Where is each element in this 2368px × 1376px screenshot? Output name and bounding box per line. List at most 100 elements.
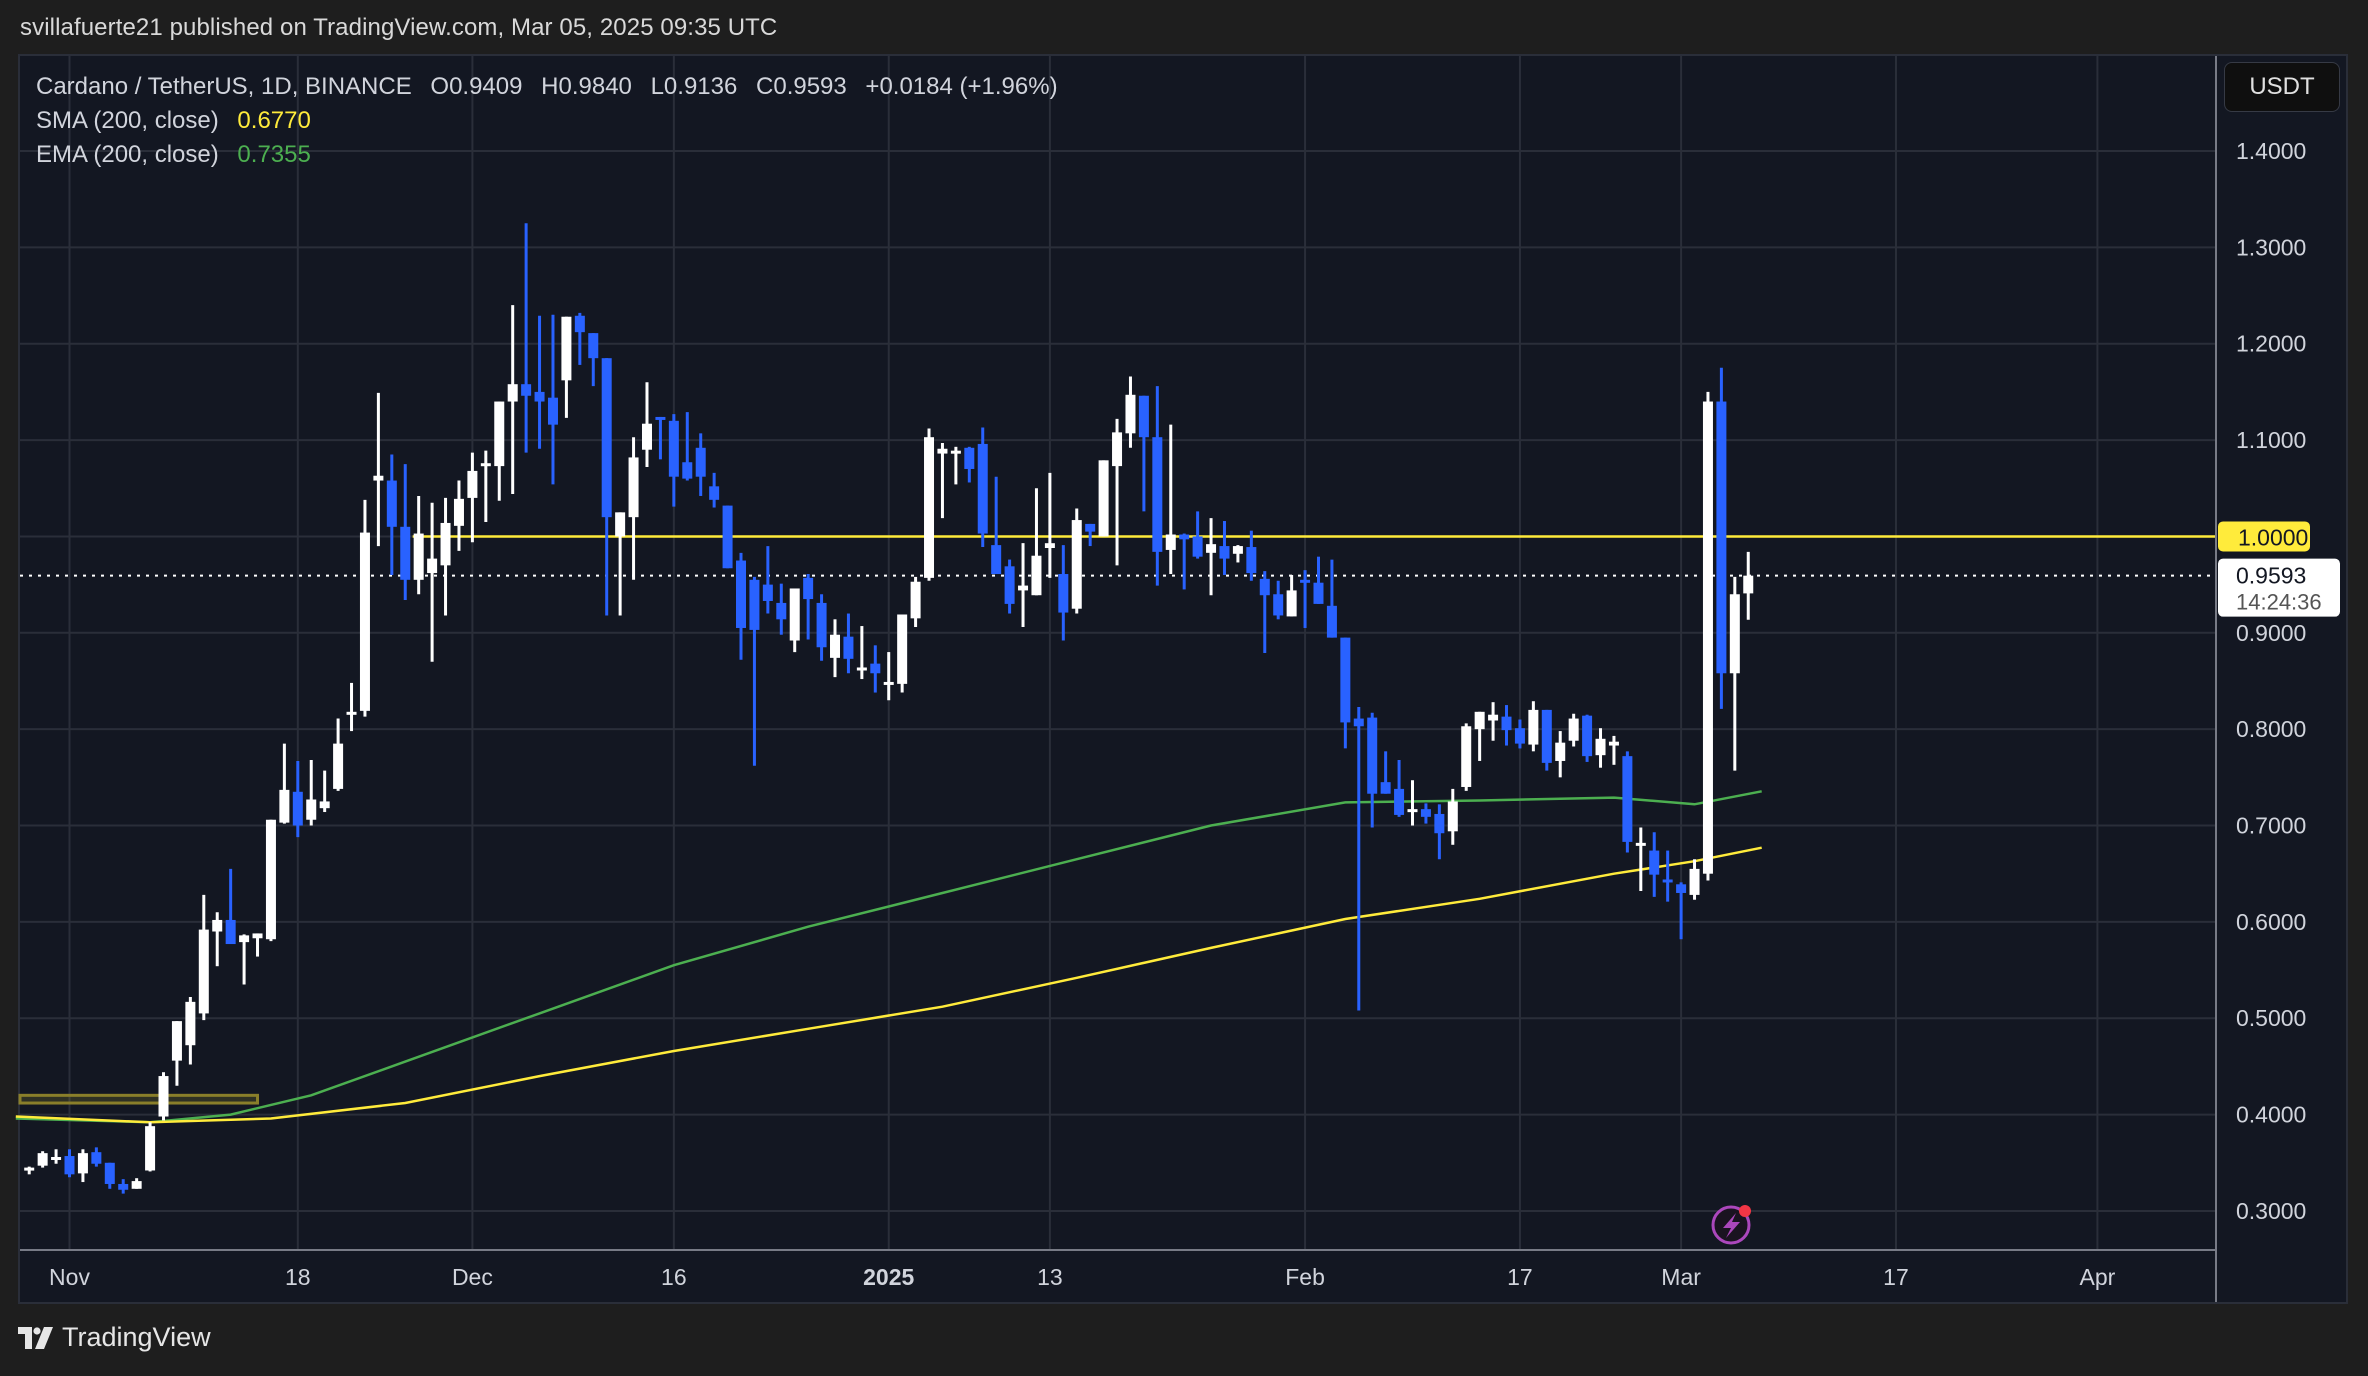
candle-body (37, 1153, 48, 1166)
candle-body (440, 522, 451, 566)
price-tick: 0.5000 (2236, 1005, 2306, 1031)
candle-body (870, 663, 881, 674)
chart-panel[interactable] (18, 54, 2348, 1304)
symbol-title[interactable]: Cardano / TetherUS, 1D, BINANCE (36, 73, 412, 100)
candle-body (265, 819, 276, 940)
candle-body (1420, 809, 1431, 817)
candle-body (1662, 879, 1673, 883)
candle-body (1246, 547, 1257, 574)
candle-body (91, 1152, 102, 1164)
candle-body (1219, 546, 1230, 559)
candle-body (601, 358, 612, 518)
sma-legend-row[interactable]: SMA (200, close) 0.6770 (36, 104, 1058, 138)
lightning-events-icon[interactable] (1711, 1205, 1751, 1245)
change-value: +0.0184 (+1.96%) (865, 73, 1058, 100)
candle-body (239, 935, 250, 943)
candle-body (1568, 718, 1579, 741)
candle-body (51, 1156, 62, 1160)
price-tick: 1.3000 (2236, 234, 2306, 260)
candle-body (682, 462, 693, 479)
candle-body (1380, 782, 1391, 794)
candle-body (1461, 726, 1472, 787)
candle-body (1273, 594, 1284, 616)
candle-body (776, 602, 787, 620)
price-tick: 1.4000 (2236, 138, 2306, 164)
candle-body (1058, 574, 1069, 613)
candle-body (655, 416, 666, 420)
tradingview-logo-icon (18, 1326, 53, 1349)
candle-body (1635, 842, 1646, 846)
tradingview-logo[interactable]: TradingView (18, 1322, 211, 1353)
drawings-layer[interactable] (18, 535, 2216, 1105)
time-tick: Feb (1285, 1264, 1325, 1290)
lightning-bolt-icon (1723, 1213, 1740, 1238)
notification-dot (1739, 1205, 1751, 1217)
candle-body (292, 791, 303, 826)
time-tick: 18 (285, 1264, 311, 1290)
candle-body (1649, 850, 1660, 875)
candle-body (158, 1076, 169, 1117)
candle-body (803, 577, 814, 600)
tradingview-brand: TradingView (62, 1322, 211, 1352)
candle-body (1367, 717, 1378, 794)
candle-body (1608, 741, 1619, 746)
ohlc-row[interactable]: Cardano / TetherUS, 1D, BINANCE O0.9409 … (36, 70, 1058, 104)
time-tick: 17 (1507, 1264, 1533, 1290)
time-tick: Dec (452, 1264, 493, 1290)
price-tick: 0.4000 (2236, 1102, 2306, 1128)
candle-body (1743, 575, 1754, 594)
moving-averages (15, 790, 1762, 1124)
price-tick: 0.7000 (2236, 813, 2306, 839)
candle-body (830, 634, 841, 658)
candle-body (413, 533, 424, 580)
candle-body (991, 545, 1002, 575)
last-price-badge (2218, 558, 2340, 617)
candle-body (722, 505, 733, 569)
candle-body (467, 470, 478, 498)
candle-body (1407, 809, 1418, 813)
candle-body (1313, 582, 1324, 604)
candle-body (494, 401, 505, 467)
price-tick: 0.3000 (2236, 1198, 2306, 1224)
price-tick: 1.2000 (2236, 331, 2306, 357)
candle-body (427, 558, 438, 574)
candle-body (319, 801, 330, 809)
candle-body (937, 448, 948, 454)
candle-body (749, 579, 760, 630)
candle-body (77, 1153, 88, 1174)
candle-body (507, 384, 518, 402)
candle-body (1488, 714, 1499, 721)
candle-body (856, 667, 867, 671)
open-label: O (430, 73, 450, 100)
candle-body (521, 384, 532, 396)
candle-body (615, 512, 626, 537)
ema-legend-row[interactable]: EMA (200, close) 0.7355 (36, 138, 1058, 172)
candle-body (1447, 801, 1458, 832)
candle-body (641, 423, 652, 450)
candle-body (400, 526, 411, 580)
candle-body (1689, 868, 1700, 895)
candle-body (1501, 716, 1512, 731)
candle-body (1004, 566, 1015, 604)
candle-body (24, 1167, 35, 1171)
sma-label: SMA (200, close) (36, 107, 219, 134)
candle-body (1232, 546, 1243, 554)
candle-body (924, 437, 935, 578)
high-label: H (541, 73, 559, 100)
candle-body (547, 397, 558, 425)
low-label: L (650, 73, 664, 100)
candle-body (252, 933, 263, 939)
candle-body (131, 1181, 142, 1189)
candle-body (386, 480, 397, 527)
candle-body (306, 799, 317, 820)
candle-body (628, 457, 639, 518)
candle-body (346, 711, 357, 715)
candle-body (1676, 884, 1687, 893)
candle-body (198, 929, 209, 1014)
candle-body (816, 602, 827, 648)
close-label: C (756, 73, 774, 100)
time-tick: Mar (1661, 1264, 1701, 1290)
currency-button[interactable]: USDT (2224, 62, 2340, 112)
